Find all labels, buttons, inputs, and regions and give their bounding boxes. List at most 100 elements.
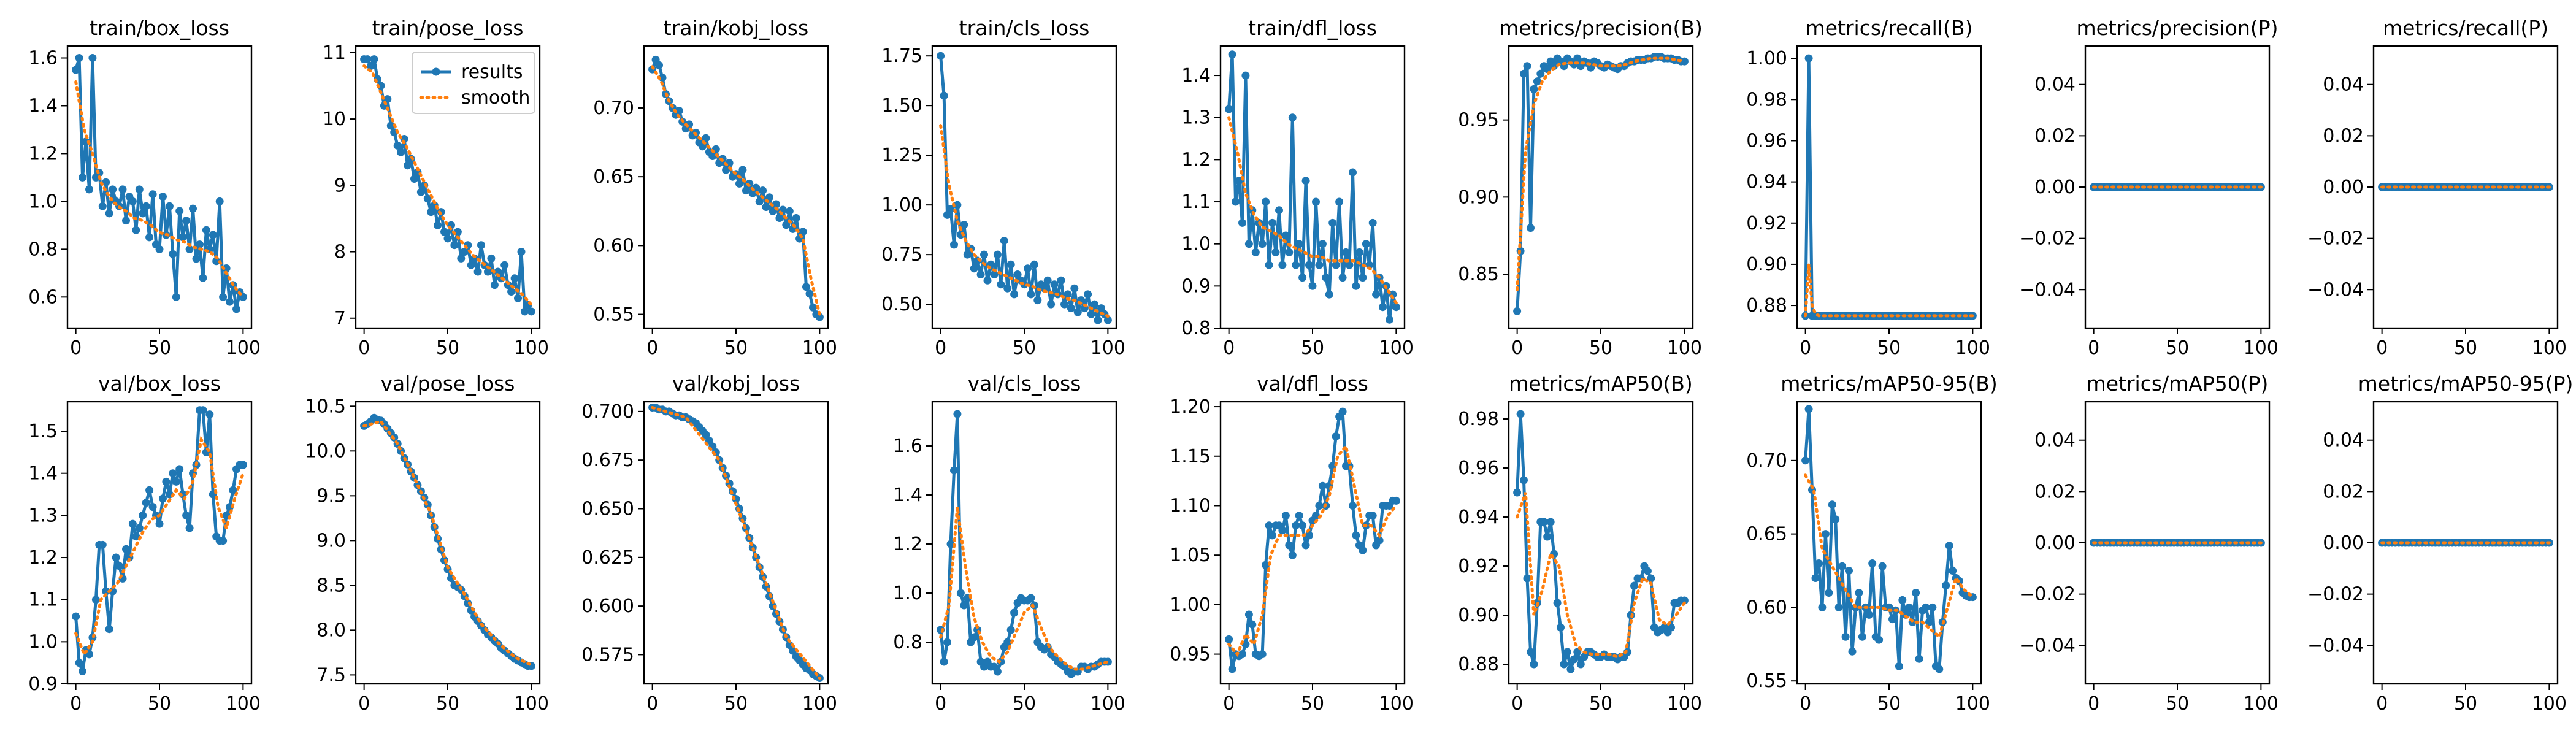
results-point: [139, 511, 147, 519]
results-point: [953, 410, 962, 418]
results-point: [1375, 536, 1384, 545]
results-point: [397, 148, 405, 156]
subplot-title: train/kobj_loss: [664, 16, 808, 40]
y-tick-label: 0.50: [881, 294, 922, 315]
y-tick-label: 0.9: [1181, 275, 1211, 297]
results-point: [185, 524, 194, 532]
x-tick-label: 100: [1379, 337, 1414, 359]
x-tick-label: 100: [226, 693, 261, 715]
smooth-line: [939, 507, 1110, 671]
y-tick-label: 1.00: [881, 194, 922, 216]
y-tick-label: 0.65: [1746, 524, 1787, 545]
results-point: [1288, 551, 1297, 559]
y-tick-label: 1.1: [1181, 191, 1211, 213]
results-line: [939, 412, 1108, 676]
results-point: [175, 465, 184, 473]
results-point: [1831, 515, 1840, 524]
axes-frame: [1508, 401, 1694, 685]
results-point: [1278, 261, 1287, 269]
y-tick-label: 1.6: [28, 47, 58, 69]
axes-frame: [66, 401, 253, 685]
y-tick-label: 0.02: [2323, 481, 2364, 502]
y-tick-label: 8.0: [316, 619, 346, 641]
results-point: [1047, 300, 1056, 309]
axes-frame: [1508, 45, 1694, 329]
results-point: [1942, 581, 1950, 589]
y-tick-label: 0.90: [1458, 186, 1499, 208]
results-point: [1359, 546, 1367, 554]
results-point: [1305, 531, 1313, 540]
results-point: [440, 228, 448, 236]
x-tick-label: 0: [70, 337, 82, 359]
plot-area: [937, 410, 1112, 678]
subplot-title: val/kobj_loss: [672, 372, 800, 396]
results-point: [1262, 561, 1270, 569]
results-point: [427, 208, 435, 217]
results-point: [1010, 608, 1019, 617]
x-tick-label: 100: [1091, 337, 1125, 359]
results-point: [1322, 274, 1330, 282]
results-point: [72, 66, 80, 74]
y-tick-label: 0.6: [28, 286, 58, 308]
results-point: [521, 307, 529, 316]
y-tick-label: 1.0: [28, 191, 58, 212]
results-point: [185, 245, 194, 253]
results-line: [652, 406, 821, 680]
results-point: [1543, 532, 1552, 541]
subplot-metrics-precision-p-: metrics/precision(P) 0 50 100 −0.04 −0.02 0.00…: [2019, 16, 2279, 359]
results-point: [1097, 304, 1105, 313]
y-tick-label: 0.65: [593, 166, 634, 188]
y-tick-label: 0.94: [1746, 172, 1787, 193]
results-point: [1848, 647, 1857, 656]
subplot-metrics-recall-p-: metrics/recall(P) 0 50 100 −0.04 −0.02 0.00 0.0…: [2307, 16, 2567, 359]
results-point: [1858, 632, 1866, 641]
results-point: [1530, 85, 1538, 93]
y-tick-label: −0.04: [2019, 635, 2076, 656]
results-point: [205, 410, 214, 419]
results-point: [742, 186, 750, 195]
results-point: [155, 245, 164, 253]
results-point: [1285, 541, 1294, 550]
x-tick-label: 50: [1877, 693, 1901, 715]
y-tick-label: −0.04: [2019, 279, 2076, 301]
y-tick-label: 10: [323, 109, 346, 130]
subplot-val-kobj-loss: val/kobj_loss 0 50 100 0.575 0.600 0.625 0.650 0…: [581, 372, 837, 715]
x-tick-label: 50: [1589, 693, 1612, 715]
results-point: [494, 267, 502, 276]
results-point: [1006, 626, 1015, 634]
results-point: [1875, 635, 1884, 644]
results-point: [1301, 177, 1310, 185]
axes-frame: [355, 401, 541, 685]
x-tick-label: 50: [1301, 693, 1324, 715]
subplot-metrics-map50-95-b-: metrics/mAP50-95(B) 0 50 100 0.55 0.60 0.65 0.7…: [1746, 372, 1998, 715]
subplot-title: val/pose_loss: [381, 372, 515, 396]
x-tick-label: 50: [2454, 337, 2477, 359]
results-point: [1520, 476, 1528, 485]
results-point: [708, 152, 717, 160]
results-point: [1292, 261, 1300, 269]
results-point: [976, 270, 985, 278]
results-point: [1235, 177, 1243, 185]
x-tick-label: 100: [802, 337, 837, 359]
smooth-line: [651, 406, 821, 680]
x-tick-label: 0: [1800, 693, 1811, 715]
results-point: [1386, 315, 1393, 324]
results-point: [792, 214, 800, 222]
results-point: [393, 141, 402, 150]
y-tick-label: 1.2: [893, 534, 922, 555]
results-point: [960, 221, 968, 229]
plot-area: [1801, 405, 1977, 673]
x-tick-label: 50: [724, 693, 748, 715]
results-point: [172, 477, 180, 486]
x-tick-label: 100: [802, 693, 837, 715]
results-point: [1520, 69, 1528, 78]
results-point: [416, 188, 425, 196]
x-tick-label: 100: [2532, 693, 2567, 715]
results-point: [91, 596, 100, 604]
results-point: [990, 270, 999, 278]
y-tick-label: 9: [334, 175, 346, 196]
results-point: [434, 221, 442, 229]
y-tick-label: 10.5: [305, 396, 346, 417]
plot-area: [1513, 53, 1689, 315]
results-point: [1546, 518, 1555, 526]
